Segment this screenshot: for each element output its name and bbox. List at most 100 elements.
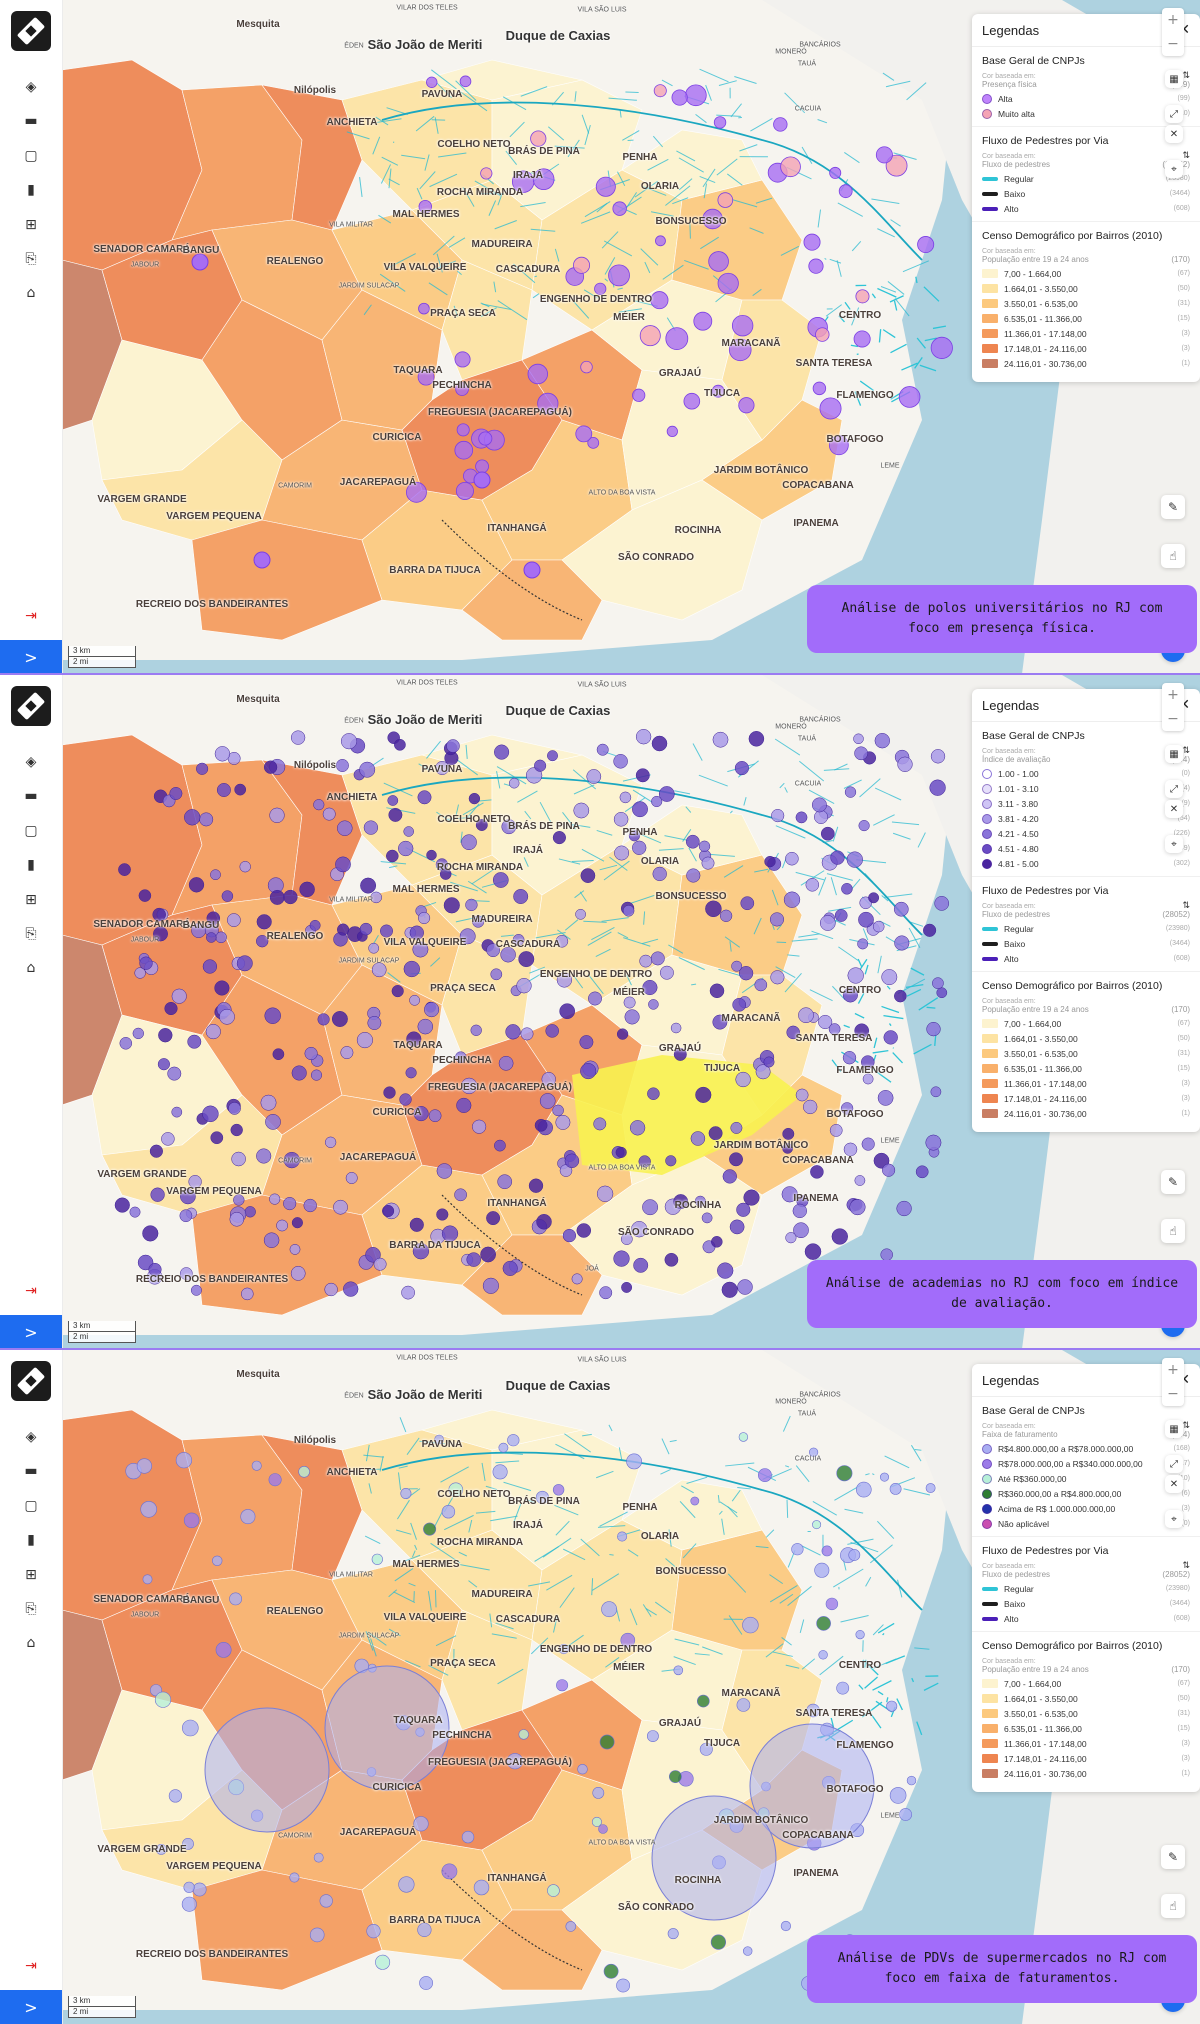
cnpj-point[interactable] (240, 1509, 256, 1525)
cnpj-point[interactable] (785, 1232, 797, 1244)
cnpj-point[interactable] (770, 970, 785, 985)
cnpj-point[interactable] (153, 926, 168, 942)
cnpj-point[interactable] (709, 983, 725, 999)
cnpj-point[interactable] (373, 1257, 387, 1271)
cnpj-point[interactable] (854, 746, 868, 761)
cnpj-point[interactable] (161, 1132, 175, 1146)
cnpj-point[interactable] (360, 877, 377, 894)
cnpj-point[interactable] (492, 872, 509, 888)
cnpj-point[interactable] (713, 116, 727, 129)
rj-analytics-logo-icon[interactable] (8, 1358, 54, 1404)
folder-icon[interactable]: ▬ (24, 113, 38, 129)
legend-item[interactable]: 11.366,01 - 17.148,00 (3) (982, 327, 1190, 340)
cnpj-point[interactable] (525, 767, 543, 784)
cnpj-point[interactable] (925, 1483, 936, 1493)
cnpj-point[interactable] (290, 730, 306, 745)
cnpj-point[interactable] (729, 1219, 745, 1235)
cnpj-point[interactable] (699, 1742, 713, 1756)
cnpj-point[interactable] (897, 756, 913, 772)
cnpj-point[interactable] (367, 1016, 382, 1030)
cnpj-point[interactable] (825, 1597, 839, 1611)
cnpj-point[interactable] (363, 820, 379, 835)
cnpj-point[interactable] (383, 1086, 396, 1099)
cnpj-point[interactable] (227, 913, 241, 927)
map-canvas[interactable]: Mesquita ÉDEN São João de Meriti Duque de C… (61, 1350, 1200, 2024)
cnpj-point[interactable] (456, 1097, 472, 1113)
cnpj-point[interactable] (417, 1018, 434, 1035)
cnpj-point[interactable] (359, 761, 376, 778)
cnpj-point[interactable] (555, 1114, 571, 1130)
cnpj-point[interactable] (168, 1789, 182, 1803)
cnpj-point[interactable] (335, 856, 351, 873)
cnpj-point[interactable] (459, 928, 476, 945)
select-icon[interactable]: ☝ (1161, 1219, 1185, 1243)
legend-item[interactable]: 4.51 - 4.80(349) (982, 842, 1190, 855)
cnpj-point[interactable] (696, 1694, 710, 1708)
cnpj-point[interactable] (490, 968, 503, 981)
cnpj-point[interactable] (142, 1225, 159, 1242)
cnpj-point[interactable] (556, 972, 573, 988)
cnpj-point[interactable] (148, 1262, 162, 1277)
cnpj-point[interactable] (324, 1136, 337, 1148)
cnpj-point[interactable] (803, 1099, 818, 1115)
cnpj-point[interactable] (534, 759, 547, 772)
cnpj-point[interactable] (299, 881, 315, 898)
cnpj-point[interactable] (736, 1202, 751, 1217)
cnpj-point[interactable] (829, 1124, 843, 1137)
cnpj-point[interactable] (171, 1106, 183, 1118)
cnpj-point[interactable] (269, 1193, 281, 1205)
cnpj-point[interactable] (532, 168, 555, 191)
cnpj-point[interactable] (539, 1093, 556, 1109)
cnpj-point[interactable] (599, 1286, 613, 1300)
cnpj-point[interactable] (686, 868, 701, 883)
cnpj-point[interactable] (930, 1086, 942, 1098)
cnpj-point[interactable] (527, 363, 548, 385)
folder-icon[interactable]: ▬ (24, 788, 38, 804)
layers-icon[interactable]: ◈ (25, 754, 37, 770)
cnpj-point[interactable] (881, 969, 898, 986)
cnpj-point[interactable] (283, 1151, 300, 1169)
cnpj-point[interactable] (786, 1025, 800, 1040)
cnpj-point[interactable] (575, 425, 593, 443)
cnpj-point[interactable] (705, 900, 722, 918)
legend-item[interactable]: 1.664,01 - 3.550,00 (50) (982, 1692, 1190, 1705)
cnpj-point[interactable] (614, 845, 630, 861)
cnpj-point[interactable] (791, 1543, 804, 1556)
cnpj-point[interactable] (899, 1808, 912, 1821)
draw-icon[interactable]: ✎ (1161, 495, 1185, 519)
chevron-right-icon[interactable]: > (0, 1990, 62, 2024)
cnpj-point[interactable] (152, 907, 166, 922)
cnpj-point[interactable] (598, 1824, 608, 1834)
legend-item[interactable]: 7,00 - 1.664,00 (67) (982, 267, 1190, 280)
cnpj-point[interactable] (535, 1490, 549, 1504)
legend-item[interactable]: R$78.000.000,00 a R$340.000.000,00 (17) (982, 1457, 1190, 1470)
cnpj-point[interactable] (473, 1879, 490, 1896)
cnpj-point[interactable] (738, 1432, 749, 1442)
cnpj-point[interactable] (828, 1023, 841, 1035)
cnpj-point[interactable] (149, 1144, 163, 1158)
cnpj-point[interactable] (182, 1719, 199, 1737)
cnpj-point[interactable] (708, 251, 729, 272)
cnpj-point[interactable] (728, 338, 752, 362)
cnpj-point[interactable] (441, 1225, 459, 1242)
cnpj-point[interactable] (256, 914, 272, 930)
cnpj-point[interactable] (879, 1472, 889, 1482)
cnpj-point[interactable] (632, 840, 647, 855)
cnpj-point[interactable] (283, 1197, 297, 1211)
cnpj-point[interactable] (782, 1127, 795, 1140)
cnpj-point[interactable] (858, 911, 874, 928)
sort-icon[interactable]: ⇅ (1182, 746, 1190, 756)
cnpj-point[interactable] (547, 1884, 560, 1897)
cnpj-point[interactable] (603, 1963, 619, 1979)
cnpj-point[interactable] (803, 233, 821, 251)
cnpj-point[interactable] (465, 898, 478, 912)
cnpj-point[interactable] (868, 892, 880, 904)
cnpj-point[interactable] (594, 282, 607, 295)
legend-item[interactable]: Muito alta (10) (982, 107, 1190, 120)
cnpj-point[interactable] (608, 264, 630, 287)
cnpj-point[interactable] (562, 1228, 577, 1243)
cnpj-point[interactable] (828, 435, 849, 456)
cnpj-point[interactable] (260, 1094, 277, 1111)
cnpj-point[interactable] (579, 1035, 594, 1050)
cnpj-point[interactable] (541, 1072, 556, 1087)
